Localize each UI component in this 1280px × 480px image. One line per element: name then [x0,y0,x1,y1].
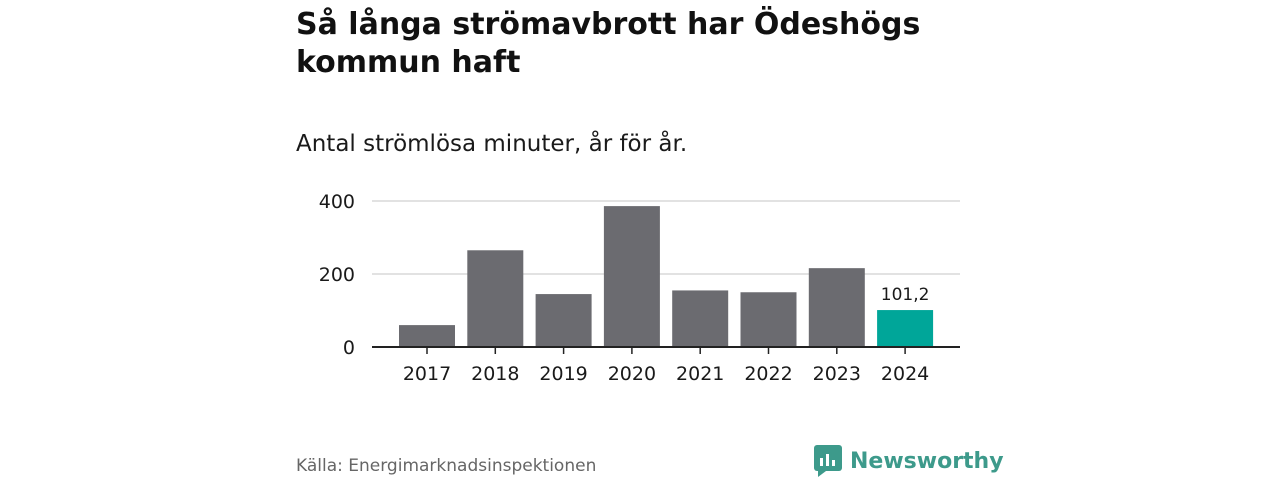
x-tick-label: 2017 [403,363,451,385]
bar-chart: 0 200 400 2017 2018 2019 2020 2021 2022 2023 2024… [319,191,960,385]
y-axis-tick-labels: 0 200 400 [319,191,355,359]
bar-2021 [672,290,729,347]
data-labels: 101,2 [881,285,930,305]
x-tick-label: 2020 [608,363,656,385]
x-tick-label: 2018 [471,363,519,385]
chart-subtitle: Antal strömlösa minuter, år för år. [296,131,688,157]
bar-2022 [740,292,797,347]
bar-2018 [467,250,524,347]
y-tick-label: 200 [319,264,355,286]
bar-2020 [603,206,660,347]
newsworthy-logo-icon [814,445,842,477]
data-label: 101,2 [881,285,930,305]
x-tick-label: 2021 [676,363,724,385]
brand-name: Newsworthy [850,448,1004,474]
x-tick-label: 2024 [881,363,929,385]
y-tick-label: 400 [319,191,355,213]
bar-2019 [535,294,592,347]
x-axis-tick-labels: 2017 2018 2019 2020 2021 2022 2023 2024 [403,347,929,385]
bar-2023 [808,268,865,347]
brand-logo: Newsworthy [814,445,1004,477]
bars [399,206,934,347]
chart-title: Så långa strömavbrott har Ödeshögs kommu… [296,7,921,80]
bar-2024 [877,310,934,347]
x-tick-label: 2023 [813,363,861,385]
gridlines [372,200,960,275]
source-note: Källa: Energimarknadsinspektionen [296,456,597,476]
bar-2017 [399,325,455,347]
x-tick-label: 2019 [539,363,587,385]
y-tick-label: 0 [343,337,355,359]
x-tick-label: 2022 [744,363,792,385]
